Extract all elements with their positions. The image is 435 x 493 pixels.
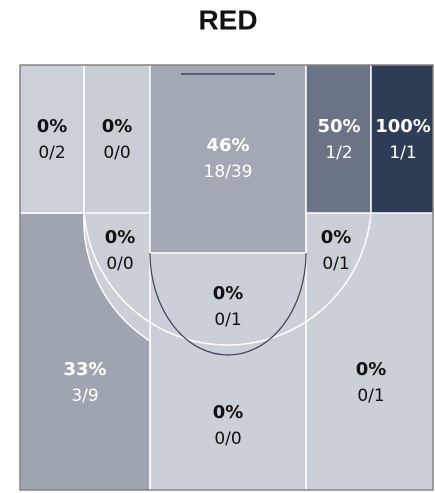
zone-percent: 33% bbox=[63, 359, 106, 380]
zone-percent: 0% bbox=[321, 227, 352, 248]
zone-right-corner bbox=[370, 64, 434, 214]
title: RED bbox=[198, 4, 257, 35]
zone-shots: 0/0 bbox=[214, 429, 241, 449]
court-border bbox=[19, 64, 434, 491]
zone-labels: 0% 0/2 0% 0/0 46% 18/39 50% 1/2 100% 1/1 0% 0/0 0% 0/… bbox=[37, 116, 431, 449]
zone-shots: 0/1 bbox=[357, 386, 384, 406]
zone-shots: 0/1 bbox=[214, 310, 241, 330]
zone-shots: 18/39 bbox=[204, 162, 253, 182]
zone-percent: 46% bbox=[206, 135, 249, 156]
zone-paint bbox=[149, 64, 307, 254]
zone-percent: 0% bbox=[102, 116, 133, 137]
zone-percent: 0% bbox=[213, 283, 244, 304]
zone-shots: 3/9 bbox=[71, 386, 98, 406]
zone-left-short bbox=[83, 64, 151, 214]
zone-right-short bbox=[305, 64, 372, 214]
court bbox=[19, 64, 434, 491]
zone-percent: 0% bbox=[105, 227, 136, 248]
zone-percent: 0% bbox=[37, 116, 68, 137]
three-point-arc bbox=[83, 212, 372, 346]
free-throw-arc bbox=[149, 252, 307, 356]
zone-percent: 0% bbox=[356, 359, 387, 380]
zone-percent: 0% bbox=[213, 402, 244, 423]
zone-percent: 100% bbox=[375, 116, 431, 137]
zone-percent: 50% bbox=[317, 116, 360, 137]
zone-shots: 0/2 bbox=[38, 143, 65, 163]
zone-shots: 1/2 bbox=[325, 143, 352, 163]
zone-left-corner bbox=[19, 64, 85, 214]
zone-shots: 0/0 bbox=[106, 254, 133, 274]
zone-shots: 0/0 bbox=[103, 143, 130, 163]
zone-shots: 0/1 bbox=[322, 254, 349, 274]
zone-shots: 1/1 bbox=[389, 143, 416, 163]
